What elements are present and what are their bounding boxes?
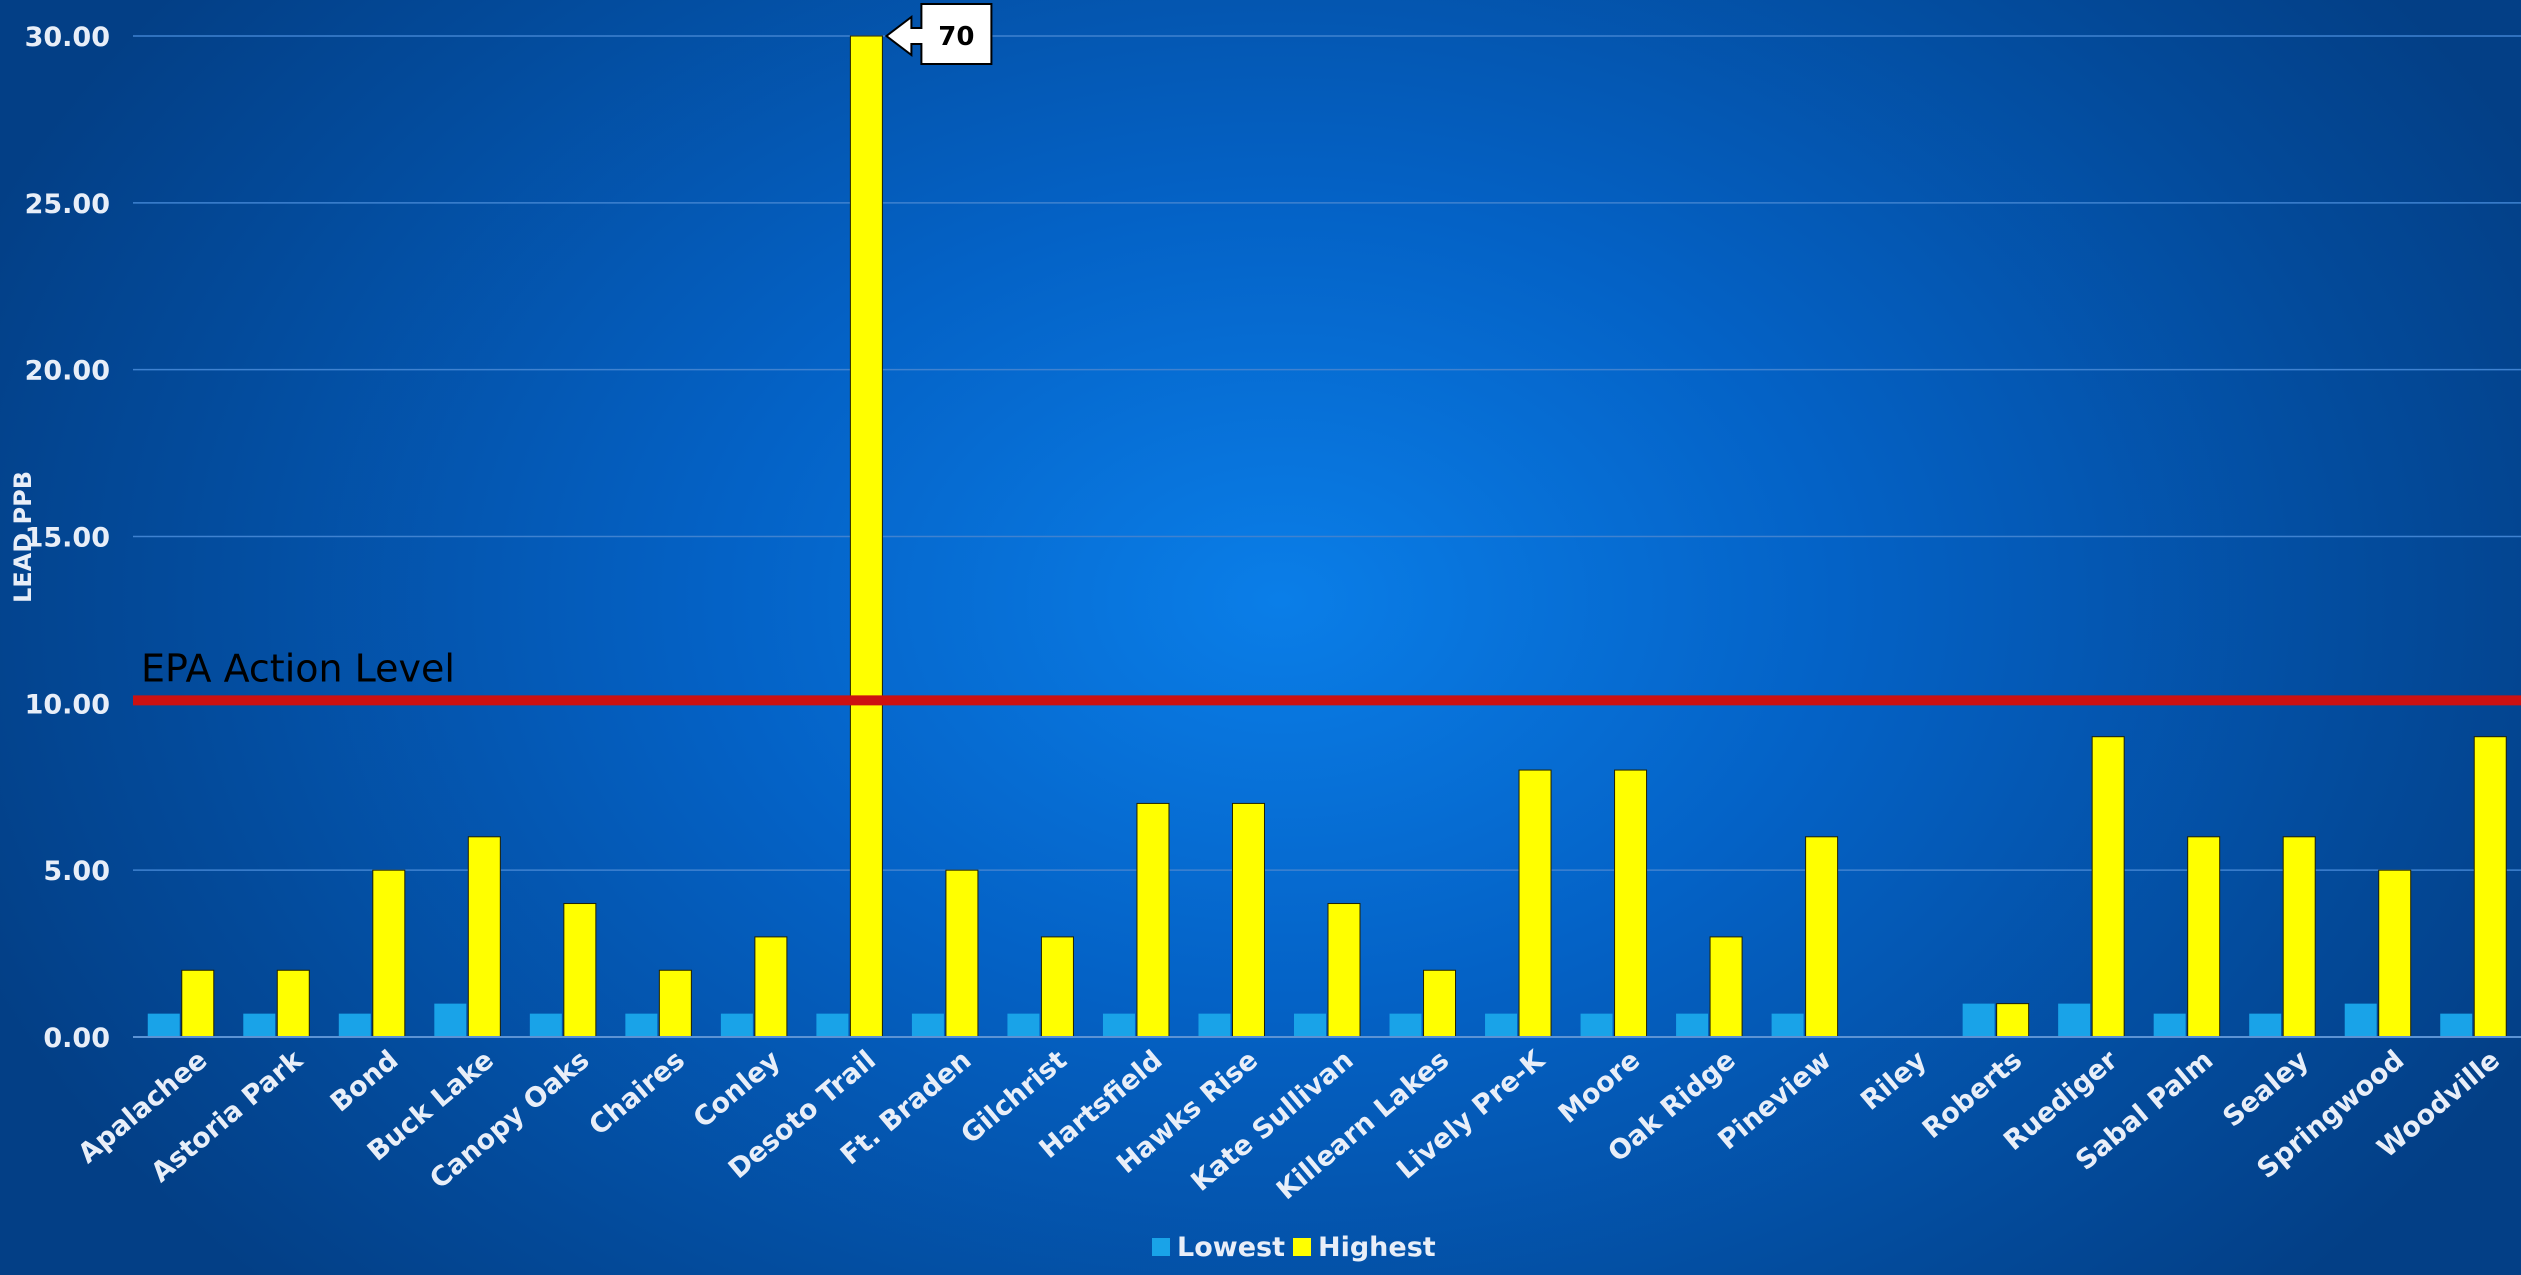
bar-highest-4 [563,903,597,1038]
bar-lowest-17 [1771,1013,1804,1037]
bar-highest-20 [2091,736,2125,1038]
bar-highest-3 [467,836,501,1038]
bar-lowest-24 [2440,1013,2473,1037]
bar-lowest-12 [1294,1013,1326,1037]
bar-highest-16 [1709,936,1743,1038]
value-callout: 70 [884,3,993,65]
bar-highest-24 [2473,736,2507,1038]
bar-lowest-0 [147,1013,180,1037]
y-tick-label: 25.00 [25,189,110,220]
bar-lowest-3 [434,1003,467,1037]
bar-lowest-7 [816,1013,849,1037]
y-axis-ticks: 0.00 5.00 10.00 15.00 20.00 25.00 30.00 [25,22,110,1054]
bar-lowest-21 [2153,1013,2186,1037]
bar-lowest-2 [338,1013,371,1037]
legend-swatch-highest [1293,1238,1311,1256]
bar-highest-6 [754,936,788,1038]
y-tick-label: 15.00 [25,523,110,554]
bar-highest-13 [1423,969,1457,1038]
bar-lowest-8 [911,1013,944,1037]
bar-lowest-16 [1676,1013,1709,1037]
bar-lowest-10 [1102,1013,1135,1037]
bar-highest-14 [1518,769,1552,1038]
bar-highest-2 [372,869,406,1038]
bar-lowest-1 [243,1013,276,1037]
bar-highest-23 [2378,869,2412,1038]
bar-highest-12 [1327,903,1361,1038]
bar-highest-7 [849,35,883,1038]
bar-highest-10 [1136,802,1170,1038]
legend-swatch-lowest [1152,1238,1170,1256]
bar-lowest-13 [1389,1013,1422,1037]
bar-lowest-5 [625,1013,658,1037]
bar-lowest-22 [2249,1013,2282,1037]
legend-label-highest: Highest [1318,1232,1436,1263]
category-label: Canopy Oaks [424,1045,595,1196]
bar-lowest-19 [1962,1003,1995,1037]
y-axis-label: LEAD PPB [9,471,37,603]
bar-highest-19 [1996,1003,2030,1038]
category-label: Bond [325,1045,404,1119]
bar-highest-5 [658,969,692,1038]
category-label: Moore [1553,1045,1646,1130]
y-tick-label: 20.00 [25,356,110,387]
legend: Lowest Highest [1152,1232,1436,1263]
y-tick-label: 30.00 [25,22,110,53]
bar-highest-22 [2282,836,2316,1038]
bar-lowest-23 [2344,1003,2377,1037]
bar-lowest-14 [1485,1013,1518,1037]
bar-highest-0 [181,969,215,1038]
bar-lowest-20 [2058,1003,2091,1037]
bar-lowest-15 [1580,1013,1613,1037]
bar-lowest-9 [1007,1013,1040,1037]
bar-lowest-4 [529,1013,562,1037]
category-label: Chaires [583,1045,690,1142]
gridlines [133,35,2521,871]
bar-highest-17 [1805,836,1839,1038]
category-label: Riley [1855,1044,1933,1116]
bar-highest-11 [1231,802,1265,1038]
bar-lowest-6 [720,1013,753,1037]
bar-highest-8 [945,869,979,1038]
category-label: Kate Sullivan [1185,1045,1359,1198]
y-tick-label: 5.00 [43,856,110,887]
bar-highest-9 [1040,936,1074,1038]
bar-highest-21 [2187,836,2221,1038]
y-tick-label: 10.00 [25,689,110,720]
bar-lowest-11 [1198,1013,1231,1037]
callout-value: 70 [938,22,974,52]
y-tick-label: 0.00 [43,1023,110,1054]
category-label: Killearn Lakes [1271,1045,1455,1206]
callout-arrow-box [884,3,993,65]
legend-label-lowest: Lowest [1177,1232,1285,1263]
bar-highest-15 [1614,769,1648,1038]
bar-highest-1 [276,969,310,1038]
epa-action-level-label: EPA Action Level [141,646,455,690]
